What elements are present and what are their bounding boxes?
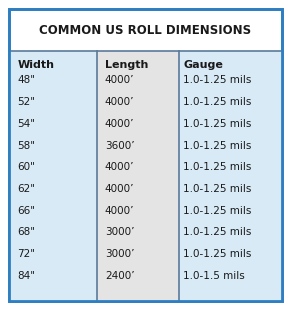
Text: 1.0-1.5 mils: 1.0-1.5 mils [183, 271, 245, 281]
Text: 68": 68" [17, 227, 36, 237]
Text: Width: Width [17, 60, 54, 70]
Text: 4000’: 4000’ [105, 162, 134, 172]
Text: 4000’: 4000’ [105, 75, 134, 86]
Text: 1.0-1.25 mils: 1.0-1.25 mils [183, 249, 252, 259]
Text: 66": 66" [17, 206, 36, 216]
Text: 1.0-1.25 mils: 1.0-1.25 mils [183, 140, 252, 151]
Text: 1.0-1.25 mils: 1.0-1.25 mils [183, 97, 252, 107]
Text: 4000’: 4000’ [105, 119, 134, 129]
Text: Gauge: Gauge [183, 60, 223, 70]
FancyBboxPatch shape [9, 9, 282, 301]
Text: 4000’: 4000’ [105, 206, 134, 216]
Text: 1.0-1.25 mils: 1.0-1.25 mils [183, 75, 252, 86]
Text: 1.0-1.25 mils: 1.0-1.25 mils [183, 227, 252, 237]
Text: 3600’: 3600’ [105, 140, 134, 151]
Text: 4000’: 4000’ [105, 97, 134, 107]
Text: 1.0-1.25 mils: 1.0-1.25 mils [183, 162, 252, 172]
Text: 1.0-1.25 mils: 1.0-1.25 mils [183, 119, 252, 129]
Text: 58": 58" [17, 140, 36, 151]
Text: Length: Length [105, 60, 148, 70]
Text: 4000’: 4000’ [105, 184, 134, 194]
Text: 48": 48" [17, 75, 36, 86]
Text: 72": 72" [17, 249, 36, 259]
Text: 54": 54" [17, 119, 36, 129]
Text: 60": 60" [17, 162, 35, 172]
Text: 1.0-1.25 mils: 1.0-1.25 mils [183, 184, 252, 194]
Text: 3000’: 3000’ [105, 249, 134, 259]
Text: 84": 84" [17, 271, 36, 281]
Text: 62": 62" [17, 184, 36, 194]
FancyBboxPatch shape [9, 51, 282, 301]
Text: 3000’: 3000’ [105, 227, 134, 237]
Text: 2400’: 2400’ [105, 271, 134, 281]
Text: COMMON US ROLL DIMENSIONS: COMMON US ROLL DIMENSIONS [40, 24, 251, 37]
Text: 52": 52" [17, 97, 36, 107]
FancyBboxPatch shape [97, 51, 179, 301]
Text: 1.0-1.25 mils: 1.0-1.25 mils [183, 206, 252, 216]
